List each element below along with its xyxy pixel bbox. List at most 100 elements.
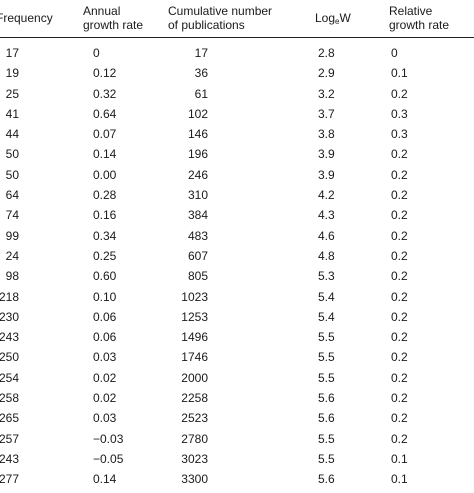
cell-frequency: 99 [5, 228, 19, 243]
cell-frequency: 98 [5, 269, 19, 284]
cell-cumulative-publications: 102 [187, 106, 208, 121]
cell-annual-growth-rate: 0.14 [93, 147, 117, 162]
cell-annual-growth-rate: 0.60 [93, 269, 117, 284]
cell-annual-growth-rate: 0.25 [93, 248, 117, 263]
table-row: 17 0 17 2.8 0 [0, 46, 474, 66]
cell-annual-growth-rate: 0.34 [93, 228, 117, 243]
table-row: 19 0.12 36 2.9 0.1 [0, 66, 474, 86]
header-divider [0, 37, 474, 38]
cell-frequency: 277 [0, 472, 19, 487]
table-row: 24 0.25 607 4.8 0.2 [0, 249, 474, 269]
table-row: 99 0.34 483 4.6 0.2 [0, 229, 474, 249]
table-row: 50 0.14 196 3.9 0.2 [0, 147, 474, 167]
header-frequency: Frequency [0, 11, 53, 25]
cell-cumulative-publications: 1023 [181, 289, 208, 304]
cell-relative-growth-rate: 0.2 [391, 370, 408, 385]
cell-loge-w: 3.8 [318, 127, 335, 142]
cell-annual-growth-rate: 0.14 [93, 472, 117, 487]
header-cumulative-line2: of publications [168, 18, 245, 32]
header-frequency-label: Frequency [0, 11, 53, 25]
cell-loge-w: 4.3 [318, 208, 335, 223]
cell-loge-w: 5.6 [318, 472, 335, 487]
cell-cumulative-publications: 3300 [181, 472, 208, 487]
cell-frequency: 74 [5, 208, 19, 223]
cell-cumulative-publications: 2000 [181, 370, 208, 385]
cell-cumulative-publications: 310 [187, 188, 208, 203]
cell-annual-growth-rate: −0.05 [93, 451, 124, 466]
cell-annual-growth-rate: 0.03 [93, 411, 117, 426]
cell-annual-growth-rate: 0.00 [93, 167, 117, 182]
cell-relative-growth-rate: 0.2 [391, 289, 408, 304]
cell-loge-w: 3.2 [318, 86, 335, 101]
cell-cumulative-publications: 36 [194, 66, 208, 81]
cell-loge-w: 3.9 [318, 167, 335, 182]
cell-frequency: 44 [5, 127, 19, 142]
publication-growth-table: Frequency Annual growth rate Cumulative … [0, 4, 474, 486]
cell-frequency: 254 [0, 370, 19, 385]
cell-frequency: 265 [0, 411, 19, 426]
cell-relative-growth-rate: 0.1 [391, 66, 408, 81]
cell-relative-growth-rate: 0.2 [391, 411, 408, 426]
table-row: 44 0.07 146 3.8 0.3 [0, 127, 474, 147]
table-row: 257 −0.03 2780 5.5 0.2 [0, 432, 474, 452]
table-row: 277 0.14 3300 5.6 0.1 [0, 472, 474, 492]
cell-cumulative-publications: 61 [194, 86, 208, 101]
cell-annual-growth-rate: 0.06 [93, 330, 117, 345]
table-row: 258 0.02 2258 5.6 0.2 [0, 391, 474, 411]
header-cumulative-publications: Cumulative number of publications [168, 4, 272, 32]
cell-relative-growth-rate: 0.2 [391, 167, 408, 182]
table-row: 25 0.32 61 3.2 0.2 [0, 87, 474, 107]
cell-relative-growth-rate: 0.2 [391, 147, 408, 162]
cell-loge-w: 5.4 [318, 309, 335, 324]
cell-frequency: 258 [0, 391, 19, 406]
cell-loge-w: 3.9 [318, 147, 335, 162]
table-row: 41 0.64 102 3.7 0.3 [0, 107, 474, 127]
cell-loge-w: 4.6 [318, 228, 335, 243]
cell-annual-growth-rate: 0.28 [93, 188, 117, 203]
cell-cumulative-publications: 146 [187, 127, 208, 142]
cell-loge-w: 5.4 [318, 289, 335, 304]
header-annual-line1: Annual [83, 4, 121, 18]
cell-annual-growth-rate: 0 [93, 46, 100, 60]
header-relative-line1: Relative [389, 4, 433, 18]
cell-relative-growth-rate: 0.2 [391, 269, 408, 284]
header-loge-w: LogeW [315, 11, 351, 26]
cell-frequency: 17 [5, 46, 19, 60]
cell-frequency: 230 [0, 309, 19, 324]
cell-frequency: 25 [5, 86, 19, 101]
cell-relative-growth-rate: 0.2 [391, 391, 408, 406]
cell-annual-growth-rate: 0.10 [93, 289, 117, 304]
cell-frequency: 50 [5, 147, 19, 162]
cell-loge-w: 2.8 [318, 46, 335, 60]
cell-cumulative-publications: 805 [187, 269, 208, 284]
header-loge-suffix: W [339, 11, 351, 25]
cell-annual-growth-rate: 0.02 [93, 391, 117, 406]
cell-relative-growth-rate: 0.2 [391, 350, 408, 365]
cell-annual-growth-rate: 0.12 [93, 66, 117, 81]
header-loge-prefix: Log [315, 11, 336, 25]
cell-annual-growth-rate: 0.32 [93, 86, 117, 101]
header-relative-growth-rate: Relative growth rate [389, 4, 449, 32]
cell-relative-growth-rate: 0.2 [391, 431, 408, 446]
cell-annual-growth-rate: 0.03 [93, 350, 117, 365]
cell-annual-growth-rate: 0.06 [93, 309, 117, 324]
table-row: 74 0.16 384 4.3 0.2 [0, 208, 474, 228]
cell-frequency: 24 [5, 248, 19, 263]
cell-annual-growth-rate: 0.07 [93, 127, 117, 142]
cell-cumulative-publications: 246 [187, 167, 208, 182]
cell-relative-growth-rate: 0.3 [391, 106, 408, 121]
cell-relative-growth-rate: 0 [391, 46, 398, 60]
cell-loge-w: 4.2 [318, 188, 335, 203]
header-cumulative-line1: Cumulative number [168, 4, 273, 18]
table-row: 218 0.10 1023 5.4 0.2 [0, 290, 474, 310]
cell-cumulative-publications: 384 [187, 208, 208, 223]
cell-relative-growth-rate: 0.2 [391, 188, 408, 203]
header-loge-subscript: e [335, 17, 340, 26]
cell-frequency: 50 [5, 167, 19, 182]
header-relative-line2: growth rate [389, 18, 450, 32]
header-annual-growth-rate: Annual growth rate [83, 4, 143, 32]
cell-frequency: 250 [0, 350, 19, 365]
cell-frequency: 64 [5, 188, 19, 203]
table-row: 254 0.02 2000 5.5 0.2 [0, 371, 474, 391]
cell-relative-growth-rate: 0.3 [391, 127, 408, 142]
